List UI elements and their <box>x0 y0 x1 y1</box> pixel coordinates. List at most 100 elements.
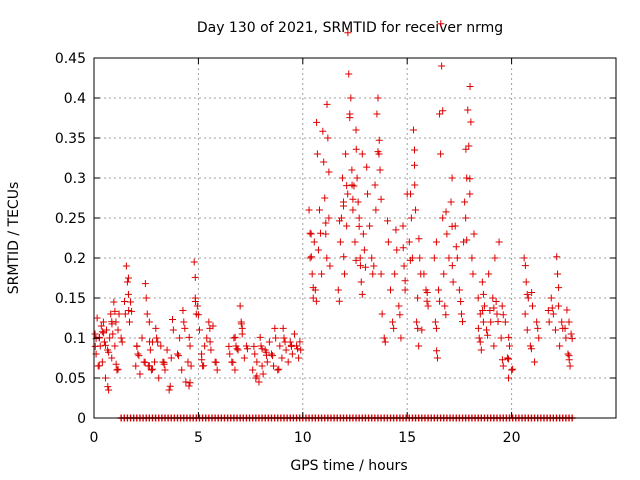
data-point <box>230 334 238 342</box>
data-point <box>297 346 305 354</box>
data-point <box>99 318 107 326</box>
data-point <box>411 146 419 154</box>
data-point <box>141 358 149 366</box>
data-point <box>523 290 531 298</box>
data-point <box>263 358 271 366</box>
data-point <box>483 326 491 334</box>
data-point <box>397 334 405 342</box>
data-point <box>125 306 133 314</box>
data-point <box>549 310 557 318</box>
data-point <box>317 229 325 237</box>
data-point <box>356 254 364 262</box>
data-point <box>127 298 135 306</box>
data-point <box>165 386 173 394</box>
data-point <box>563 306 571 314</box>
x-tick-label: 20 <box>503 430 521 446</box>
y-tick-label: 0.15 <box>55 291 86 307</box>
data-point <box>238 330 246 338</box>
data-point <box>213 366 221 374</box>
data-point <box>205 318 213 326</box>
data-point <box>295 354 303 362</box>
data-point <box>132 362 140 370</box>
data-point <box>100 338 108 346</box>
data-point <box>206 338 214 346</box>
data-point <box>95 362 103 370</box>
data-point <box>325 214 333 222</box>
data-point <box>533 318 541 326</box>
data-point <box>432 238 440 246</box>
data-point <box>445 254 453 262</box>
plot-frame <box>93 57 617 419</box>
data-point <box>433 354 441 362</box>
data-point <box>357 278 365 286</box>
data-point <box>265 338 273 346</box>
data-point <box>413 318 421 326</box>
data-point <box>436 110 444 118</box>
data-point <box>361 263 369 271</box>
data-point <box>355 214 363 222</box>
data-point <box>415 342 423 350</box>
data-point <box>115 310 123 318</box>
data-point <box>562 334 570 342</box>
data-point <box>455 286 463 294</box>
data-point <box>375 136 383 144</box>
data-point <box>276 342 284 350</box>
data-point <box>561 324 569 332</box>
data-point <box>490 304 498 312</box>
data-point <box>380 334 388 342</box>
data-point <box>179 306 187 314</box>
data-point <box>325 168 333 176</box>
data-point <box>368 254 376 262</box>
data-point <box>476 310 484 318</box>
data-point <box>486 306 494 314</box>
data-point <box>433 347 441 355</box>
data-point <box>267 350 275 358</box>
data-point <box>545 318 553 326</box>
y-tick-label: 0.05 <box>55 371 86 387</box>
data-point <box>136 370 144 378</box>
data-point <box>499 311 507 319</box>
data-point <box>547 294 555 302</box>
data-point <box>395 302 403 310</box>
data-point <box>284 358 292 366</box>
data-point <box>255 378 263 386</box>
data-point <box>275 365 283 373</box>
data-point <box>475 334 483 342</box>
data-point <box>143 310 151 318</box>
data-point <box>348 181 356 189</box>
data-point <box>253 358 261 366</box>
grid-lines <box>94 58 616 418</box>
data-point <box>96 342 104 350</box>
data-point <box>209 322 217 330</box>
data-point <box>461 198 469 206</box>
data-point <box>105 386 113 394</box>
data-point <box>386 286 394 294</box>
data-point <box>528 302 536 310</box>
data-point <box>358 290 366 298</box>
data-point <box>198 356 206 364</box>
data-point <box>108 320 116 328</box>
data-point <box>351 238 359 246</box>
data-point <box>359 230 367 238</box>
data-point <box>437 150 445 158</box>
data-point <box>555 302 563 310</box>
data-point <box>448 174 456 182</box>
data-point <box>135 352 143 360</box>
data-point <box>123 278 131 286</box>
data-point <box>414 324 422 332</box>
data-point <box>152 324 160 332</box>
data-point <box>492 298 500 306</box>
data-point <box>98 358 106 366</box>
x-tick-label: 5 <box>194 430 203 446</box>
data-point <box>185 333 193 341</box>
data-point <box>489 294 497 302</box>
data-point <box>269 352 277 360</box>
data-point <box>527 345 535 353</box>
data-point <box>431 318 439 326</box>
data-point <box>354 198 362 206</box>
data-point <box>378 310 386 318</box>
data-point <box>556 342 564 350</box>
data-point <box>278 354 286 362</box>
data-point <box>111 307 119 315</box>
